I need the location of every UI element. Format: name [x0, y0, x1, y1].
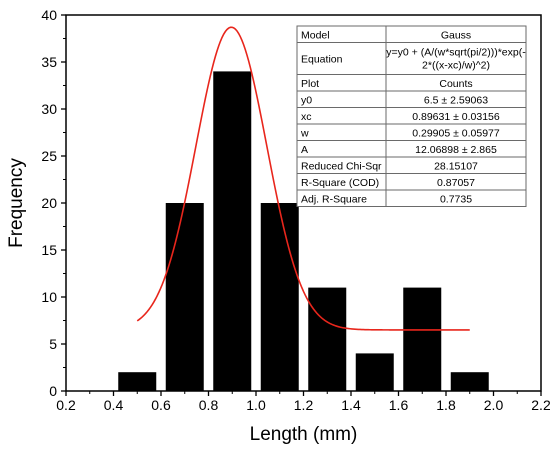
fit-stats-table: Model Gauss Equation y=y0 + (A/(w*sqrt(pi/2… — [296, 25, 527, 207]
bar-6 — [403, 287, 442, 391]
x-axis-label: Length (mm) — [250, 424, 358, 445]
table-label-0: Model — [301, 29, 330, 41]
table-value-0: Gauss — [441, 29, 471, 41]
y-axis-label: Frequency — [6, 158, 27, 248]
ticks-layer: 0.2 0.4 0.6 0.8 1.0 1.2 1.4 1.6 1.8 2.0 2.2 0 5 10 15 2… — [41, 7, 550, 413]
table-value-3: 6.5 ± 2.59063 — [424, 94, 488, 106]
bar-7 — [450, 372, 489, 391]
y-tick-label-2: 10 — [41, 289, 57, 305]
x-tick-label-8: 1.8 — [436, 397, 456, 413]
x-tick-label-5: 1.2 — [294, 397, 314, 413]
table-value-1-0: y=y0 + (A/(w*sqrt(pi/2)))*exp(- — [386, 47, 526, 59]
x-tick-label-0: 0.2 — [56, 397, 76, 413]
y-tick-label-4: 20 — [41, 195, 57, 211]
y-tick-label-8: 40 — [41, 7, 57, 23]
gauss-fit-curve — [136, 26, 470, 331]
table-value-2: Counts — [439, 78, 472, 90]
bar-5 — [355, 353, 394, 391]
table-label-9: Adj. R-Square — [301, 193, 367, 205]
table-value-5: 0.29905 ± 0.05977 — [412, 127, 500, 139]
table-label-5: w — [300, 127, 309, 139]
x-tick-label-7: 1.6 — [389, 397, 409, 413]
table-label-7: Reduced Chi-Sqr — [301, 160, 382, 172]
table-label-2: Plot — [301, 78, 319, 90]
bar-1 — [165, 203, 204, 391]
table-value-8: 0.87057 — [437, 177, 475, 189]
table-label-1: Equation — [301, 54, 343, 66]
x-tick-label-10: 2.2 — [531, 397, 550, 413]
x-tick-label-2: 0.6 — [151, 397, 171, 413]
y-tick-label-3: 15 — [41, 242, 57, 258]
y-tick-label-0: 0 — [49, 383, 57, 399]
table-value-7: 28.15107 — [434, 160, 478, 172]
bar-3 — [260, 203, 299, 391]
bars-layer — [118, 71, 489, 392]
x-tick-label-9: 2.0 — [484, 397, 504, 413]
table-label-4: xc — [301, 111, 312, 123]
table-label-8: R-Square (COD) — [301, 177, 379, 189]
x-tick-label-1: 0.4 — [104, 397, 124, 413]
x-tick-label-4: 1.0 — [246, 397, 266, 413]
table-value-6: 12.06898 ± 2.865 — [415, 144, 497, 156]
y-tick-label-7: 35 — [41, 54, 57, 70]
bar-4 — [308, 287, 347, 391]
table-value-1-1: 2*((x-xc)/w)^2) — [422, 60, 490, 72]
bar-2 — [213, 71, 252, 392]
y-tick-label-1: 5 — [49, 336, 57, 352]
bar-0 — [118, 372, 157, 391]
x-tick-label-3: 0.8 — [199, 397, 219, 413]
table-label-3: y0 — [301, 94, 312, 106]
table-value-4: 0.89631 ± 0.03156 — [412, 111, 500, 123]
y-tick-label-6: 30 — [41, 101, 57, 117]
table-value-9: 0.7735 — [440, 193, 472, 205]
y-tick-label-5: 25 — [41, 148, 57, 164]
table-label-6: A — [301, 144, 308, 156]
x-tick-label-6: 1.4 — [341, 397, 361, 413]
fit-curve-layer — [136, 26, 470, 331]
table-frame — [296, 25, 527, 207]
